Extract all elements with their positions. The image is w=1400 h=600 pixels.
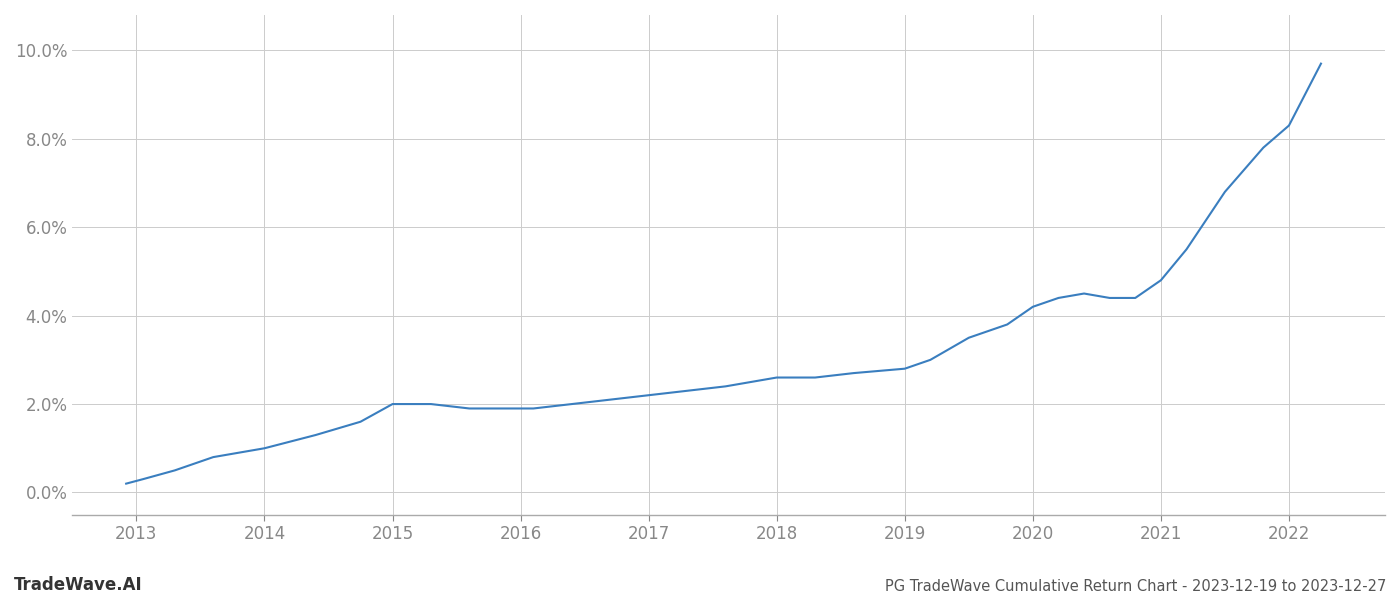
Text: TradeWave.AI: TradeWave.AI xyxy=(14,576,143,594)
Text: PG TradeWave Cumulative Return Chart - 2023-12-19 to 2023-12-27: PG TradeWave Cumulative Return Chart - 2… xyxy=(885,579,1386,594)
